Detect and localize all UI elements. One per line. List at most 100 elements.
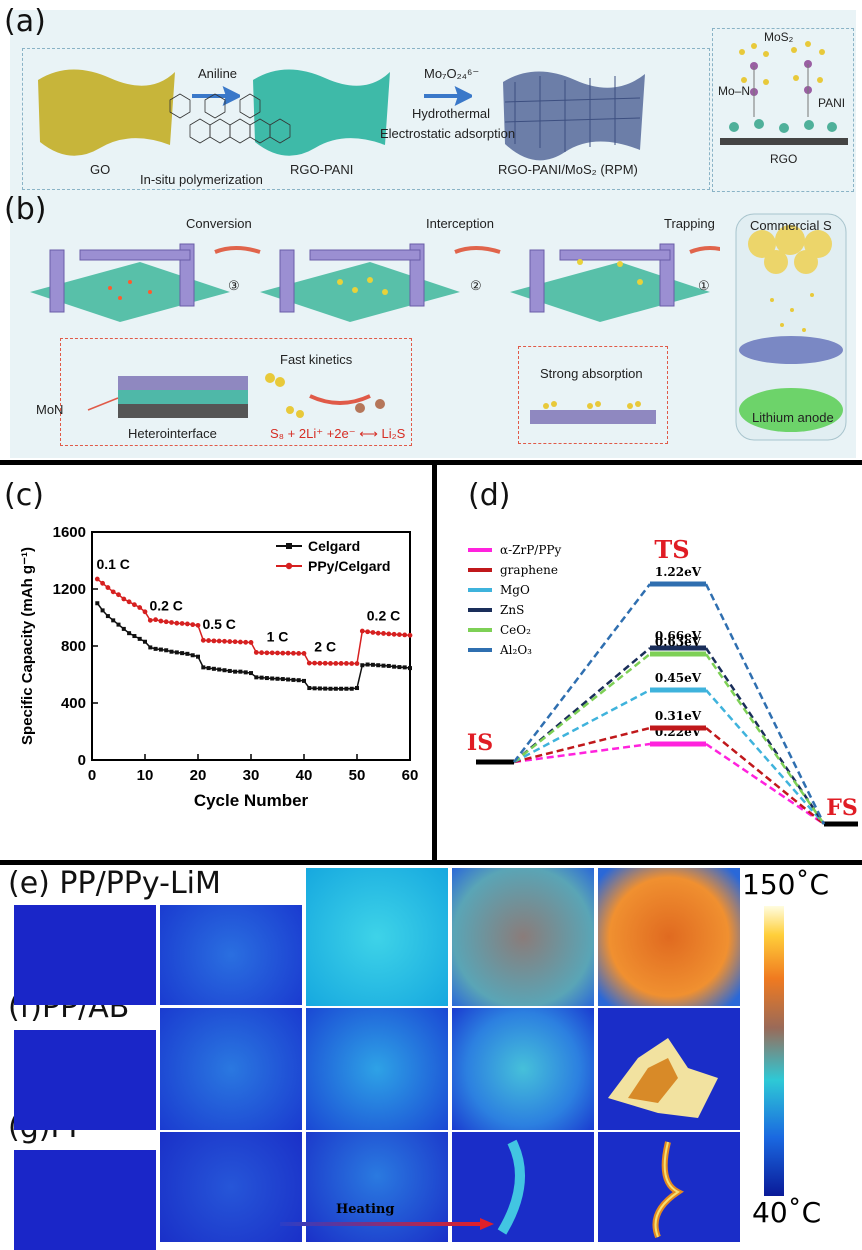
- x-axis-label: Cycle Number: [194, 791, 309, 810]
- energy-label: 0.66eV: [655, 629, 702, 643]
- data-point: [408, 666, 412, 671]
- data-point: [291, 677, 296, 682]
- label-pani: PANI: [818, 96, 846, 110]
- data-point: [147, 617, 153, 623]
- pani-structure: [169, 93, 291, 144]
- x-tick-label: 40: [296, 767, 313, 784]
- data-point: [190, 622, 196, 628]
- data-point: [391, 631, 397, 637]
- data-point: [275, 676, 280, 681]
- step-1-icon: ①: [698, 278, 710, 293]
- data-point: [291, 650, 296, 656]
- legend-label: PPy/Celgard: [308, 558, 390, 574]
- legend-marker: [286, 543, 292, 549]
- data-point: [179, 621, 185, 626]
- data-point: [227, 639, 233, 644]
- data-point: [253, 650, 259, 655]
- ts-label: TS: [654, 535, 689, 564]
- data-point: [306, 660, 312, 666]
- rate-label: 0.2 C: [149, 597, 182, 613]
- data-point: [111, 618, 116, 623]
- dashed-connector: [513, 688, 651, 764]
- panel-label-c: (c): [4, 478, 44, 513]
- energy-barrier-diagram: TSISFS0.22eV0.31eV0.45eV0.66eV0.63eV1.22…: [467, 535, 858, 827]
- panel-label-e: (e) PP/PPy-LiM: [8, 866, 221, 901]
- data-point: [196, 654, 200, 659]
- thermal-image: [452, 1008, 594, 1130]
- is-label: IS: [467, 730, 493, 756]
- data-point: [100, 608, 105, 613]
- legend-label: graphene: [500, 563, 558, 577]
- energy-label: 1.22eV: [655, 565, 702, 579]
- step-3-icon: ③: [228, 278, 240, 293]
- data-point: [185, 651, 190, 656]
- data-point: [354, 661, 360, 666]
- legend-label: MgO: [500, 583, 530, 597]
- legend-label: ZnS: [500, 603, 524, 617]
- data-point: [397, 665, 402, 670]
- energy-label: 0.31eV: [655, 709, 702, 723]
- data-point: [269, 650, 275, 656]
- thermal-image: [14, 1150, 156, 1250]
- data-point: [317, 686, 322, 691]
- data-point: [116, 622, 121, 627]
- label-molybdate: Mo₇O₂₄⁶⁻: [424, 66, 480, 81]
- label-insitu: In-situ polymerization: [140, 172, 263, 187]
- legend-label: CeO₂: [500, 623, 531, 637]
- thermal-image: [160, 905, 302, 1005]
- data-point: [302, 678, 306, 683]
- rate-label: 0.2 C: [367, 607, 400, 623]
- data-point: [248, 640, 254, 645]
- data-point: [180, 651, 185, 656]
- data-point: [222, 638, 227, 644]
- data-point: [322, 660, 328, 666]
- thermal-image: [14, 1030, 156, 1130]
- data-point: [121, 596, 127, 602]
- data-point: [280, 677, 285, 682]
- melted-membrane: [652, 1141, 684, 1239]
- label-heterointerface: Heterointerface: [128, 426, 217, 441]
- data-point: [360, 663, 365, 668]
- data-point: [163, 619, 169, 625]
- heterointerface-box: [60, 338, 412, 446]
- data-point: [190, 653, 195, 658]
- label-lithium-anode: Lithium anode: [752, 410, 834, 425]
- data-point: [232, 639, 238, 645]
- data-point: [370, 630, 376, 635]
- data-point: [238, 639, 243, 645]
- panel-a-frame: [22, 48, 710, 190]
- data-point: [211, 666, 216, 671]
- legend-label: Celgard: [308, 538, 360, 554]
- data-point: [259, 675, 264, 680]
- thermal-image: [306, 1008, 448, 1130]
- data-point: [254, 675, 259, 680]
- x-tick-label: 50: [349, 767, 366, 784]
- data-point: [375, 630, 381, 636]
- data-point: [392, 664, 397, 669]
- data-point: [249, 671, 253, 676]
- y-axis-label: Specific Capacity (mAh g⁻¹): [19, 547, 36, 745]
- dashed-connector: [513, 653, 651, 763]
- divider: [0, 860, 862, 865]
- rate-capability-chart: 0 10 20 30 40 50 60 0 400 800 1200 1600 Cycle Number…: [19, 524, 418, 810]
- divider: [0, 460, 862, 465]
- data-point: [296, 651, 302, 656]
- data-point: [386, 663, 391, 668]
- label-rpm: RGO-PANI/MoS₂ (RPM): [498, 162, 638, 177]
- heating-arrow-icon: [280, 1218, 494, 1230]
- data-point: [317, 660, 323, 666]
- data-point: [264, 650, 270, 656]
- label-go: GO: [90, 162, 111, 177]
- label-interception: Interception: [426, 216, 494, 231]
- data-point: [137, 636, 142, 641]
- interlayer-schematic: [30, 243, 720, 322]
- panel-label-b: (b): [4, 192, 47, 227]
- data-point: [185, 621, 190, 627]
- data-point: [174, 620, 180, 626]
- energy-label: 0.45eV: [655, 671, 702, 685]
- data-point: [164, 648, 169, 653]
- label-hydrothermal: Hydrothermal: [412, 106, 491, 121]
- colorbar-min: 40˚C: [752, 1196, 822, 1229]
- thermal-image: [14, 905, 156, 1005]
- data-point: [94, 576, 100, 582]
